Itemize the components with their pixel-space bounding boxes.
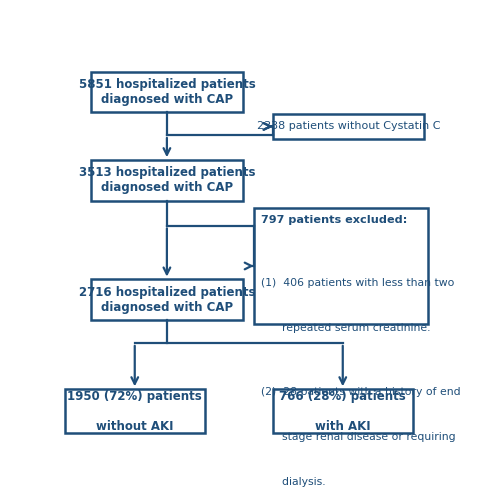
Text: 766 (28%) patients

with AKI: 766 (28%) patients with AKI [280, 390, 406, 433]
FancyBboxPatch shape [254, 208, 428, 324]
FancyBboxPatch shape [273, 389, 413, 434]
Text: (1)  406 patients with less than two: (1) 406 patients with less than two [261, 278, 454, 287]
Text: 2716 hospitalized patients
diagnosed with CAP: 2716 hospitalized patients diagnosed wit… [79, 286, 255, 314]
FancyBboxPatch shape [91, 72, 243, 112]
Text: 2338 patients without Cystatin C: 2338 patients without Cystatin C [257, 122, 440, 132]
FancyBboxPatch shape [91, 160, 243, 200]
Text: repeated serum creatinine.: repeated serum creatinine. [261, 322, 430, 332]
Text: 3513 hospitalized patients
diagnosed with CAP: 3513 hospitalized patients diagnosed wit… [79, 166, 255, 194]
FancyBboxPatch shape [65, 389, 205, 434]
FancyBboxPatch shape [273, 114, 424, 139]
Text: 1950 (72%) patients

without AKI: 1950 (72%) patients without AKI [67, 390, 202, 433]
Text: stage renal disease or requiring: stage renal disease or requiring [261, 432, 455, 442]
Text: 5851 hospitalized patients
diagnosed with CAP: 5851 hospitalized patients diagnosed wit… [79, 78, 255, 106]
Text: (2)  28 patients with a history of end: (2) 28 patients with a history of end [261, 387, 460, 397]
FancyBboxPatch shape [91, 280, 243, 320]
Text: 797 patients excluded:: 797 patients excluded: [261, 215, 407, 225]
Text: dialysis.: dialysis. [261, 476, 325, 486]
